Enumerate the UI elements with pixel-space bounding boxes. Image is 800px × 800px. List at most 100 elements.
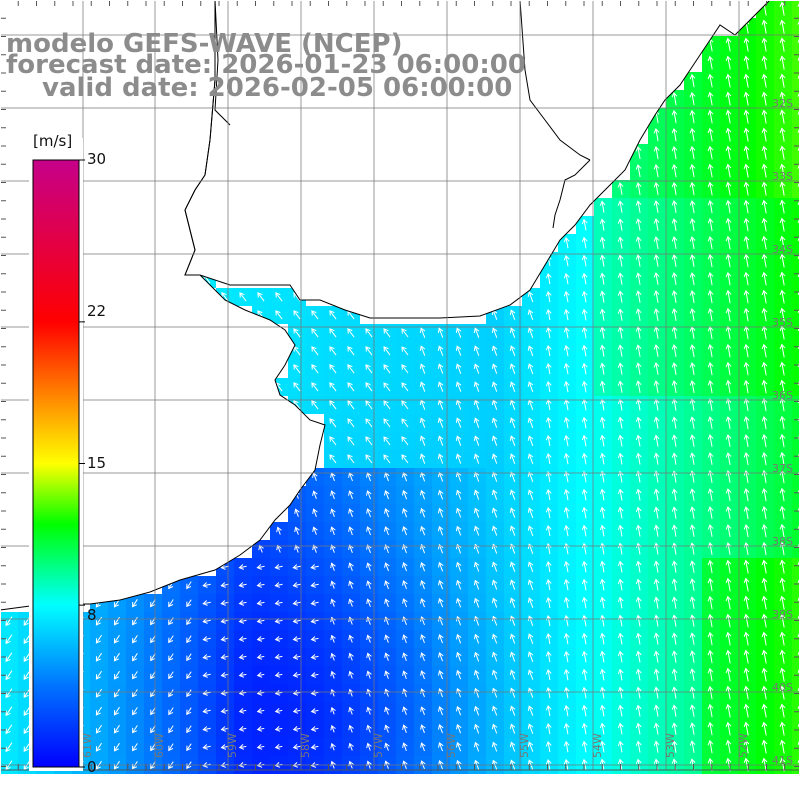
wind-arrow [583, 237, 587, 249]
wind-arrow-head [581, 704, 588, 711]
wind-arrow [619, 669, 623, 681]
wind-arrow [186, 689, 192, 697]
wind-arrow-head [312, 544, 318, 551]
model-title: modelo GEFS-WAVE (NCEP) [6, 29, 403, 59]
wind-arrow [331, 545, 335, 553]
wind-arrow [745, 182, 749, 196]
wind-arrow-head [220, 654, 226, 660]
wind-arrow-head [150, 745, 156, 752]
wind-arrow [438, 400, 444, 410]
wind-arrow-head [635, 614, 642, 620]
wind-arrow [347, 436, 355, 446]
wind-arrow [709, 596, 713, 610]
wind-arrow-head [635, 272, 642, 278]
wind-arrow [221, 619, 229, 623]
wind-arrow [745, 506, 749, 520]
wind-arrow-head [545, 470, 552, 477]
wind-arrow-head [725, 685, 732, 692]
wind-arrow-head [743, 73, 750, 80]
wind-arrow-head [239, 292, 245, 298]
wind-arrow [474, 688, 480, 698]
wind-arrow-head [311, 364, 317, 370]
wind-arrow [709, 543, 713, 555]
wind-arrow [583, 543, 587, 555]
wind-arrow [277, 527, 281, 535]
wind-arrow [492, 562, 498, 572]
wind-arrow-head [473, 327, 480, 333]
wind-arrow-head [707, 379, 714, 386]
wind-arrow [403, 598, 407, 608]
wind-arrow [528, 526, 534, 536]
wind-arrow [311, 382, 319, 392]
wind-arrow [349, 707, 353, 715]
wind-cell [792, 720, 800, 738]
wind-arrow [474, 634, 480, 644]
wind-arrow [239, 292, 247, 302]
wind-arrow [781, 146, 785, 160]
wind-arrow [655, 615, 659, 627]
wind-arrow [203, 727, 211, 731]
wind-arrow-head [366, 706, 372, 713]
wind-arrow-head [330, 544, 336, 550]
wind-arrow [745, 128, 749, 142]
wind-arrow-head [653, 344, 660, 350]
wind-arrow [565, 237, 569, 249]
wind-arrow-head [348, 580, 354, 586]
wind-arrow-head [329, 310, 335, 316]
wind-arrow [438, 526, 444, 536]
wind-arrow-head [545, 506, 552, 513]
wind-arrow [637, 363, 641, 375]
wind-cell [792, 486, 800, 504]
wind-arrow-head [599, 290, 606, 296]
wind-arrow-head [653, 758, 660, 764]
wind-arrow-head [310, 600, 316, 606]
wind-arrow [257, 583, 265, 587]
wind-arrow [691, 579, 695, 591]
wind-arrow-head [256, 708, 263, 714]
wind-arrow [275, 619, 283, 623]
wind-arrow-head [150, 637, 156, 644]
wind-arrow [456, 688, 462, 698]
wind-arrow [311, 709, 319, 713]
wind-arrow [709, 272, 713, 286]
wind-arrow-head [617, 704, 624, 711]
wind-arrow-head [707, 253, 714, 260]
wind-arrow [510, 310, 516, 320]
wind-arrow [221, 655, 229, 659]
wind-arrow-head [599, 308, 606, 314]
wind-arrow-head [384, 742, 390, 749]
wind-arrow [257, 691, 265, 695]
wind-arrow [474, 598, 480, 608]
wind-arrow [329, 310, 337, 320]
wind-arrow-head [438, 706, 444, 712]
wind-arrow [601, 363, 605, 375]
wind-arrow-head [527, 453, 534, 459]
wind-arrow [510, 346, 516, 356]
wind-arrow [420, 364, 426, 374]
wind-arrow-head [455, 525, 462, 532]
wind-arrow [329, 346, 337, 356]
wind-arrow-head [707, 271, 714, 278]
wind-arrow [583, 255, 587, 267]
wind-arrow [347, 310, 355, 320]
wind-arrow [619, 399, 623, 411]
wind-arrow-head [581, 596, 588, 603]
wind-arrow-head [348, 562, 354, 568]
wind-arrow [565, 489, 569, 501]
wind-arrow [655, 435, 659, 447]
wind-arrow [311, 691, 319, 695]
wind-arrow [655, 381, 659, 393]
wind-arrow-head [761, 577, 768, 584]
wind-arrow [365, 454, 373, 464]
wind-arrow [365, 436, 373, 446]
wind-arrow-head [707, 649, 714, 656]
wind-arrow-head [671, 200, 678, 206]
wind-arrow-head [707, 145, 714, 152]
wind-arrow [367, 671, 371, 679]
wind-arrow [528, 652, 534, 662]
wind-arrow-head [653, 254, 660, 260]
wind-arrow [673, 309, 677, 321]
wind-arrow-head [743, 739, 750, 746]
wind-arrow-head [455, 327, 462, 333]
wind-arrow-head [5, 674, 11, 681]
